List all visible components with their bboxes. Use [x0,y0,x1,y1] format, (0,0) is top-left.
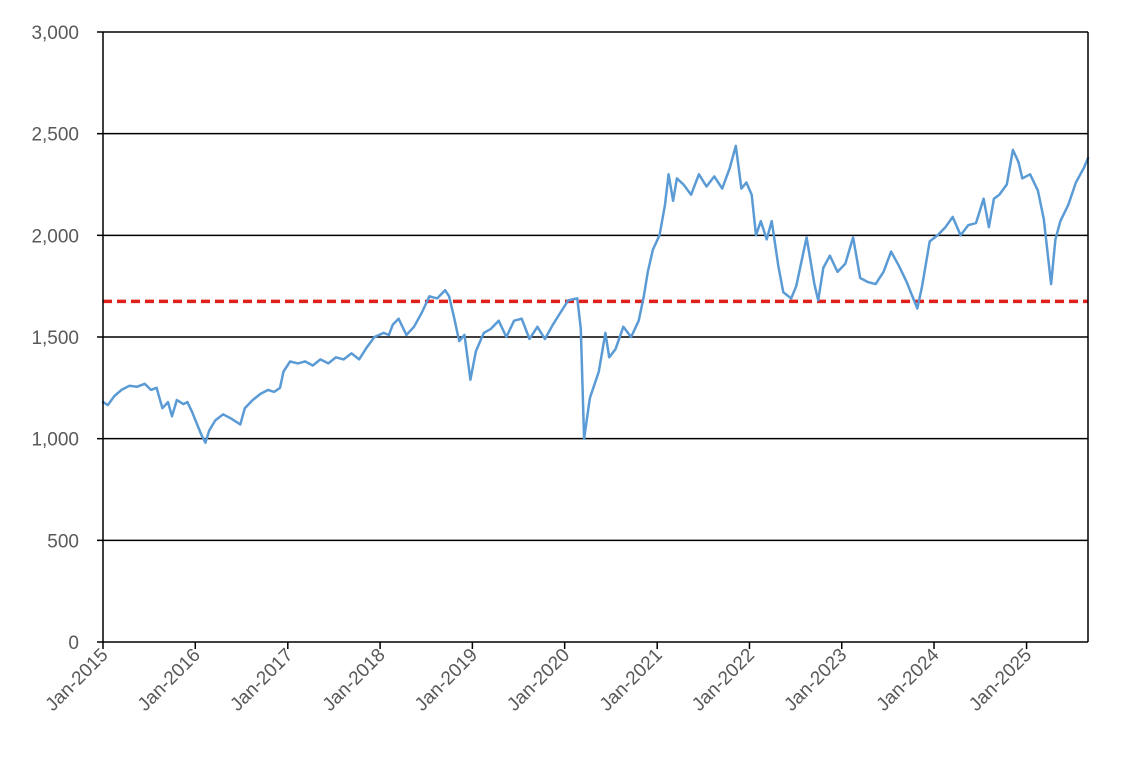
y-tick-label: 0 [68,633,79,654]
y-tick-label: 500 [47,531,79,552]
y-tick-label: 3,000 [31,23,79,44]
y-tick-labels: 0 500 1,000 1,500 2,000 2,500 3,000 [31,23,79,654]
y-tick-label: 2,500 [31,125,79,146]
y-tick-label: 1,500 [31,328,79,349]
gridlines [103,31,1088,542]
series-group [101,144,1090,444]
y-tick-label: 2,000 [31,226,79,247]
axes [97,31,1089,649]
y-tick-label: 1,000 [31,430,79,451]
series-line [101,144,1090,444]
